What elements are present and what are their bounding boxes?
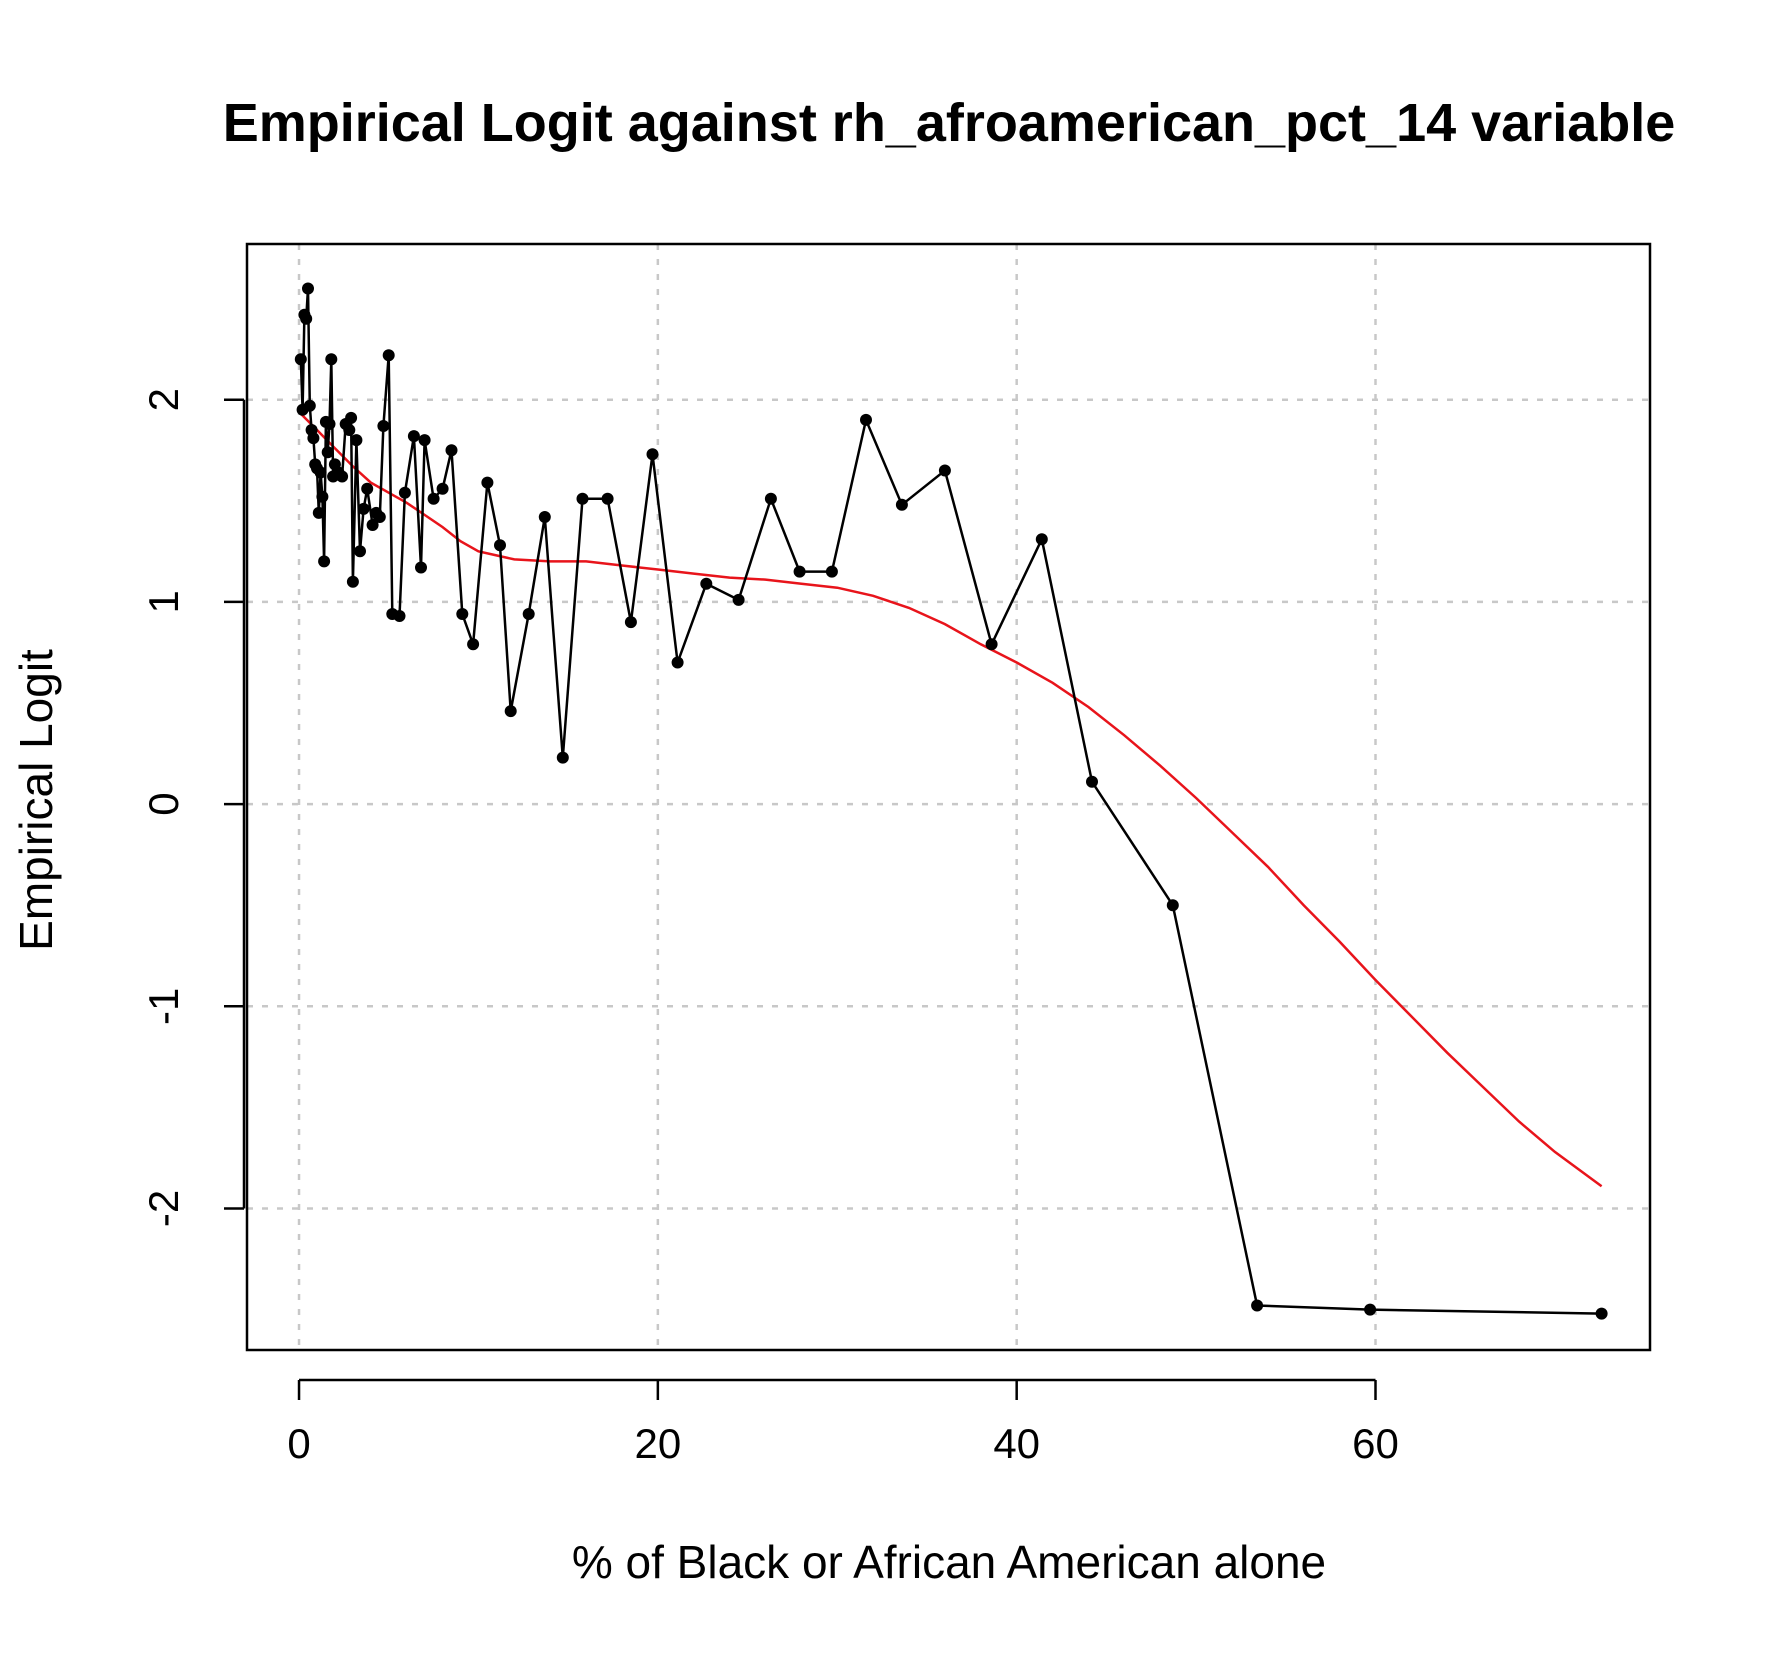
- data-point: [456, 608, 469, 620]
- data-point: [357, 502, 370, 515]
- y-axis: -2 -1 0 1 2: [140, 388, 246, 1227]
- data-point: [1251, 1299, 1264, 1312]
- data-point: [350, 434, 363, 447]
- data-point: [985, 638, 998, 651]
- data-point: [318, 555, 331, 568]
- data-point: [538, 511, 551, 523]
- data-point: [300, 312, 313, 325]
- data-point: [522, 608, 535, 620]
- y-tick-label: -1: [140, 988, 187, 1025]
- data-point: [494, 539, 506, 552]
- data-point: [312, 506, 325, 519]
- data-point: [467, 638, 480, 651]
- data-point: [343, 424, 356, 436]
- data-point: [624, 616, 637, 629]
- data-point: [1595, 1307, 1608, 1320]
- data-point: [1086, 775, 1098, 788]
- y-tick-label: -2: [140, 1190, 187, 1227]
- grid: [247, 244, 1650, 1350]
- data-point: [325, 353, 338, 366]
- data-point: [445, 444, 458, 457]
- y-tick-label: 0: [140, 792, 187, 815]
- data-point: [436, 482, 449, 495]
- data-point: [504, 705, 517, 718]
- data-point: [323, 418, 336, 430]
- data-point: [1364, 1303, 1377, 1316]
- data-point: [321, 446, 334, 459]
- data-point: [361, 482, 374, 495]
- data-point: [382, 349, 395, 362]
- data-point: [764, 492, 777, 505]
- data-point: [418, 434, 431, 447]
- data-point: [732, 593, 745, 606]
- data-point: [345, 411, 358, 424]
- data-point: [895, 498, 908, 511]
- x-tick-label: 60: [1352, 1420, 1399, 1467]
- data-point: [373, 511, 386, 523]
- data-point: [700, 577, 713, 590]
- data-point: [302, 282, 314, 295]
- data-point: [307, 432, 320, 445]
- data-point: [860, 413, 872, 426]
- observed-series: [294, 282, 1608, 1320]
- smooth-series: [299, 412, 1603, 1188]
- data-point: [415, 561, 427, 574]
- x-axis-label: % of Black or African American alone: [572, 1536, 1326, 1588]
- data-point: [938, 464, 951, 477]
- data-point: [1166, 899, 1179, 912]
- data-point: [601, 492, 614, 505]
- data-point: [346, 575, 359, 588]
- x-axis: 0 20 40 60: [287, 1378, 1399, 1467]
- data-point: [556, 751, 569, 764]
- data-point: [336, 470, 349, 483]
- data-point: [314, 466, 327, 479]
- data-point: [354, 545, 366, 558]
- y-tick-label: 1: [140, 590, 187, 613]
- data-point: [303, 399, 316, 412]
- data-point: [316, 490, 329, 503]
- x-tick-label: 0: [287, 1420, 310, 1467]
- x-tick-label: 20: [634, 1420, 681, 1467]
- data-point: [366, 519, 379, 531]
- x-tick-label: 40: [993, 1420, 1040, 1467]
- observed-line: [299, 288, 1602, 1315]
- data-point: [576, 492, 589, 505]
- data-point: [671, 656, 684, 669]
- data-point: [825, 565, 838, 578]
- data-point: [294, 353, 307, 366]
- data-point: [646, 448, 659, 461]
- data-point: [481, 476, 494, 489]
- data-point: [427, 492, 440, 505]
- data-point: [377, 420, 390, 432]
- smooth-line: [299, 412, 1603, 1188]
- data-point: [398, 486, 411, 499]
- data-point: [393, 610, 406, 622]
- y-tick-label: 2: [140, 388, 187, 411]
- data-point: [1035, 533, 1048, 546]
- y-axis-label: Empirical Logit: [10, 649, 62, 951]
- chart-title: Empirical Logit against rh_afroamerican_…: [223, 93, 1676, 153]
- data-point: [793, 565, 806, 578]
- data-point: [407, 430, 420, 443]
- plot-frame: [245, 242, 1652, 1352]
